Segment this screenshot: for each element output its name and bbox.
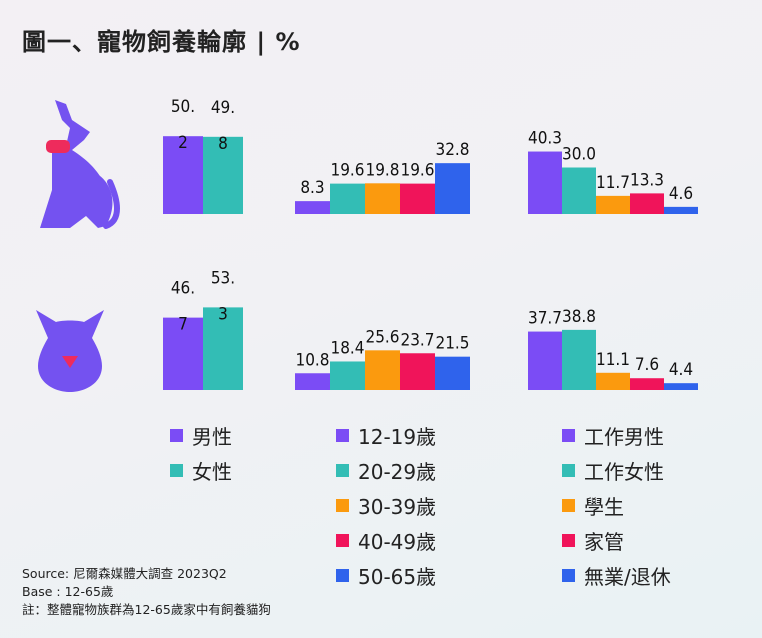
bar-dog-occupation-3 [630,193,664,214]
legend-swatch [562,464,575,477]
legend-swatch [170,429,183,442]
bar-dog-gender-1 [203,136,243,214]
legend-item-age-50-65: 50-65歲 [336,558,436,593]
bar-value-label: 8.3 [300,178,324,198]
legend-item-working-female: 工作女性 [562,453,671,488]
legend-gender: 男性 女性 [170,418,232,488]
bar-dog-occupation-1 [562,167,596,214]
bar-value-label: 11.7 [596,173,630,193]
legend-label: 30-39歲 [358,495,437,519]
bar-dog-gender-0 [163,136,203,214]
bar-cat-occupation-3 [630,378,664,390]
legend-swatch [170,464,183,477]
bar-value-label: 38.8 [562,307,596,327]
legend-label: 家管 [584,530,624,554]
bar-value-label: 19.8 [365,160,399,180]
legend-swatch [336,429,349,442]
bar-cat-age-0 [295,373,330,390]
legend-item-working-male: 工作男性 [562,418,671,453]
bar-value-label: 7.6 [635,355,659,375]
bar-cat-age-2 [365,350,400,390]
legend-label: 工作男性 [584,425,664,449]
legend-label: 學生 [584,495,624,519]
bar-dog-occupation-2 [596,195,630,214]
legend-swatch [336,534,349,547]
legend-item-age-40-49: 40-49歲 [336,523,436,558]
legend-label: 50-65歲 [358,565,437,589]
base-note: Base : 12-65歲 [22,584,114,599]
legend-label: 工作女性 [584,460,664,484]
bar-value-label: 37.7 [528,309,562,329]
legend-swatch [336,499,349,512]
legend-item-student: 學生 [562,488,671,523]
bar-dog-age-3 [400,183,435,214]
bar-value-label: 40.3 [528,129,562,149]
bar-cat-occupation-1 [562,329,596,390]
legend-swatch [562,534,575,547]
bar-dog-occupation-4 [664,206,698,214]
bar-value-label: 23.7 [400,330,434,350]
bar-cat-gender-1 [203,307,243,390]
bar-value-label: 30.0 [562,145,596,165]
legend-label: 12-19歲 [358,425,437,449]
legend-swatch [336,464,349,477]
bar-value-label: 18.4 [330,338,364,358]
legend-swatch [562,499,575,512]
legend-label: 40-49歲 [358,530,437,554]
footnote: 註：整體寵物族群為12-65歲家中有飼養貓狗 [22,602,271,617]
legend-label: 20-29歲 [358,460,437,484]
bar-cat-occupation-0 [528,331,562,390]
legend-item-unemployed-retired: 無業/退休 [562,558,671,593]
legend-swatch [562,429,575,442]
bar-value-label: 49. 8 [211,98,235,154]
bar-value-label: 4.6 [669,184,693,204]
source-note: Source: 尼爾森媒體大調查 2023Q2 [22,566,227,581]
legend-age: 12-19歲 20-29歲 30-39歲 40-49歲 50-65歲 [336,418,436,593]
cat-icon [36,310,104,392]
legend-item-age-12-19: 12-19歲 [336,418,436,453]
legend-swatch [336,569,349,582]
bar-cat-occupation-4 [664,383,698,390]
bar-cat-age-4 [435,356,470,390]
bar-value-label: 21.5 [435,334,469,354]
bar-value-label: 13.3 [630,170,664,190]
legend-item-age-30-39: 30-39歲 [336,488,436,523]
dog-icon [40,100,120,229]
page-title: 圖一、寵物飼養輪廓 | % [22,28,301,56]
bar-dog-age-4 [435,163,470,214]
bar-value-label: 10.8 [295,350,329,370]
bar-value-label: 4.4 [669,360,693,380]
legend-label: 男性 [192,425,232,449]
footnotes: Source: 尼爾森媒體大調查 2023Q2 Base : 12-65歲 註：… [22,565,271,619]
legend-label: 女性 [192,460,232,484]
bar-value-label: 50. 2 [171,97,195,153]
bar-dog-age-2 [365,183,400,214]
bar-value-label: 25.6 [365,327,399,347]
bar-cat-age-3 [400,353,435,390]
bar-cat-occupation-2 [596,372,630,390]
legend-item-homemaker: 家管 [562,523,671,558]
legend-item-age-20-29: 20-29歲 [336,453,436,488]
bar-value-label: 11.1 [596,350,630,370]
legend-item-female: 女性 [170,453,232,488]
bar-dog-occupation-0 [528,151,562,214]
bar-value-label: 19.6 [400,161,434,181]
bar-dog-age-0 [295,201,330,214]
bar-value-label: 19.6 [330,161,364,181]
bar-value-label: 53. 3 [211,268,235,324]
bar-cat-gender-0 [163,317,203,390]
bar-dog-age-1 [330,183,365,214]
bar-cat-age-1 [330,361,365,390]
legend-occupation: 工作男性 工作女性 學生 家管 無業/退休 [562,418,671,593]
legend-swatch [562,569,575,582]
bar-value-label: 32.8 [435,140,469,160]
legend-item-male: 男性 [170,418,232,453]
legend-label: 無業/退休 [584,565,671,589]
bar-value-label: 46. 7 [171,279,195,335]
